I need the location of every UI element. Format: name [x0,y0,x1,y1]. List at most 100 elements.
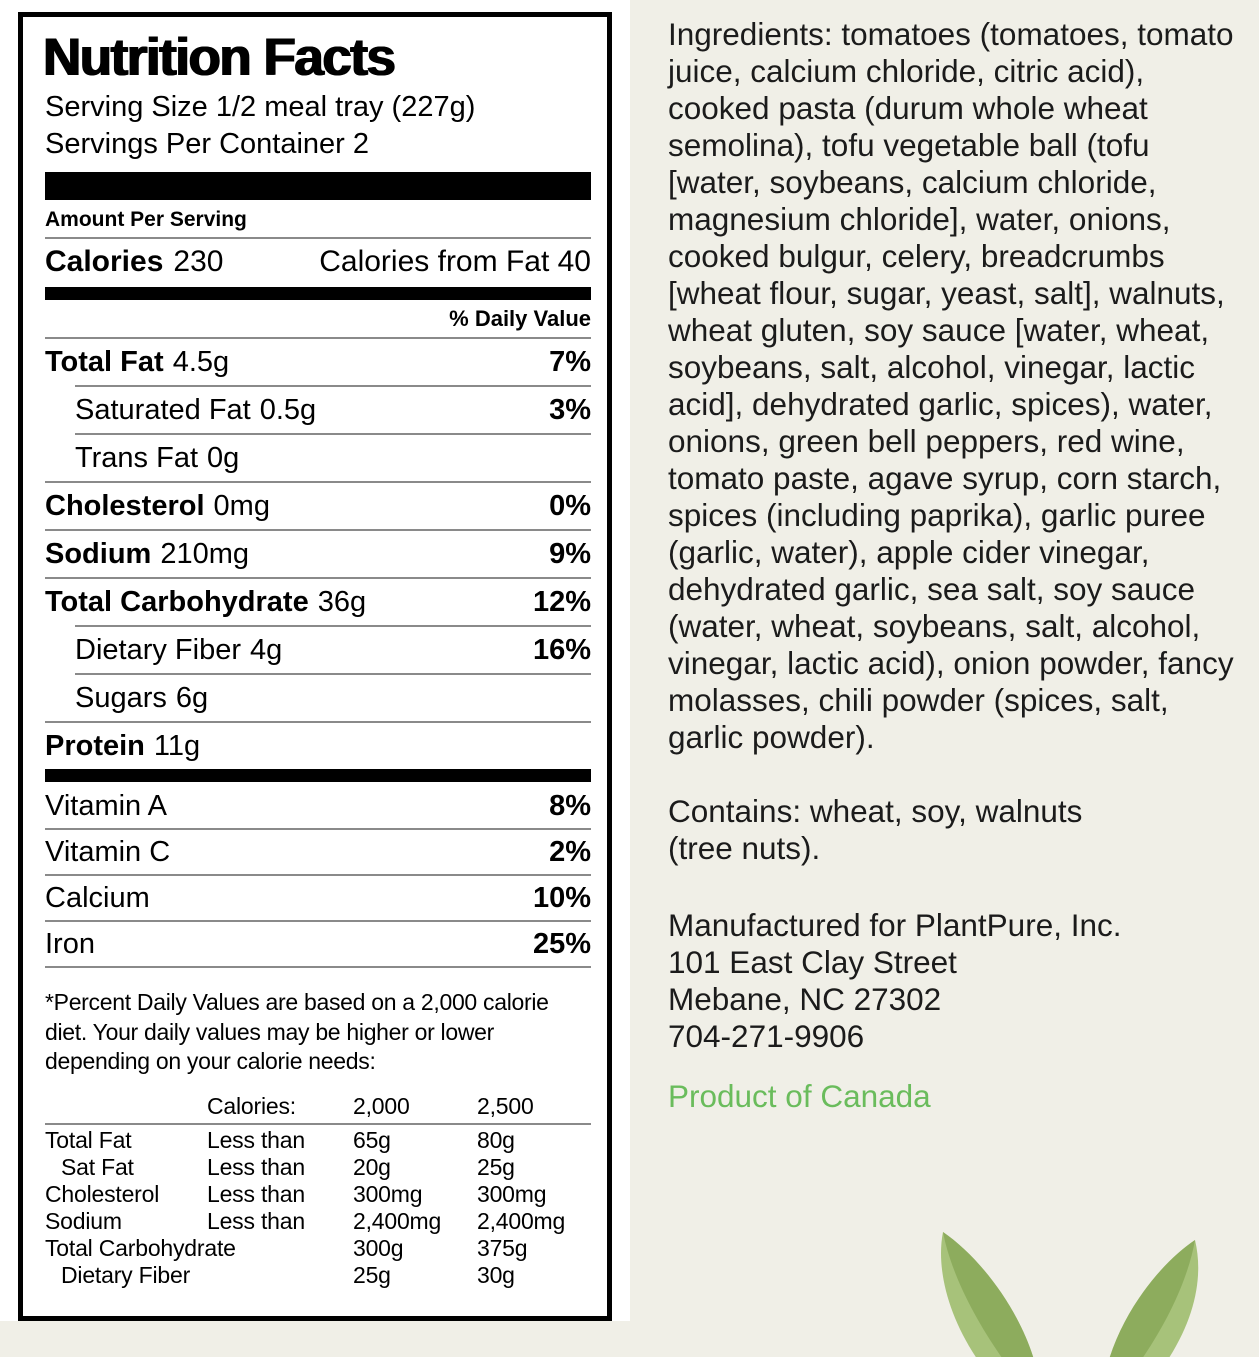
thick-divider [45,172,591,200]
calories-row: Calories 230 Calories from Fat 40 [45,239,591,287]
side-panel: Ingredients: tomatoes (tomatoes, tomato … [668,16,1248,1115]
calories-from-fat: Calories from Fat 40 [319,245,591,278]
servings-per-container: Servings Per Container 2 [45,128,369,160]
label-title: Nutrition Facts [43,28,396,87]
dv-table-cell: Sat Fat [61,1153,134,1180]
dv-table-cell: 25g [353,1261,391,1288]
manufacturer-line: Manufactured for PlantPure, Inc. [668,907,1122,943]
origin-text: Product of Canada [668,1078,931,1114]
nutrient-amount: 210mg [160,538,250,570]
dv-table-cell: 80g [477,1126,515,1153]
medium-divider [45,287,591,300]
dv-table-cell: Less than [207,1180,305,1207]
dv-table-cell: Cholesterol [45,1180,160,1207]
dv-table-cell: Total Fat [45,1126,132,1153]
dv-table-cell [207,1262,353,1289]
nutrient-dv: 12% [532,586,591,618]
dv-table-cell: 20g [353,1153,391,1180]
daily-values-table: Calories: 2,000 2,500 Total Fat Less tha… [45,1093,591,1289]
dv-table-cell: Less than [207,1126,305,1153]
nutrient-name: Trans Fat [75,442,199,474]
nutrient-name: Sodium [45,538,152,570]
nutrient-amount: 0mg [213,490,270,522]
nutrient-row-sodium: Sodium 210mg 9% [45,529,591,577]
dv-table-cell: Sodium [45,1207,122,1234]
nutrient-amount: 4.5g [172,346,230,378]
dv-table-header-2000: 2,000 [353,1093,477,1125]
vitamin-row-vitamin-a: Vitamin A 8% [45,784,591,828]
nutrient-amount: 0.5g [259,394,317,426]
serving-size: Serving Size 1/2 meal tray (227g) [45,91,476,123]
leaf-right-shade [1109,1240,1195,1357]
vitamin-name: Calcium [45,882,150,914]
nutrient-dv: 3% [549,394,591,426]
daily-values-footnote: *Percent Daily Values are based on a 2,0… [45,989,549,1074]
vitamin-name: Vitamin A [45,790,167,822]
dv-table-cell: 375g [477,1234,528,1261]
medium-divider [45,769,591,782]
nutrient-row-total-fat: Total Fat 4.5g 7% [45,337,591,385]
dv-table-header-calories: Calories: [207,1093,353,1125]
nutrient-name: Total Carbohydrate [45,586,309,618]
contains-line: Contains: wheat, soy, walnuts [668,793,1083,829]
dv-table-cell: 300mg [353,1180,423,1207]
calories-value: 230 [173,245,224,278]
nutrient-dv: 9% [549,538,591,570]
dv-table-cell [207,1235,353,1262]
nutrient-amount: 36g [317,586,367,618]
calories-left: Calories 230 [45,244,223,280]
dv-table-cell: Less than [207,1153,305,1180]
nutrient-dv: 7% [549,346,591,378]
dv-table-cell [45,1093,207,1125]
dv-table-cell: 65g [353,1126,391,1153]
manufacturer-line: 101 East Clay Street [668,944,957,980]
manufacturer-info: Manufactured for PlantPure, Inc. 101 Eas… [668,907,1248,1055]
nutrient-row-saturated-fat: Saturated Fat 0.5g 3% [75,385,591,433]
nutrient-row-protein: Protein 11g [45,721,591,769]
nutrient-name: Dietary Fiber [75,634,241,666]
vitamin-name: Iron [45,928,95,960]
nutrient-row-dietary-fiber: Dietary Fiber 4g 16% [75,625,591,673]
dv-table-cell: 2,400mg [353,1207,442,1234]
nutrient-name: Saturated Fat [75,394,251,426]
leaf-left-shade [943,1232,1034,1357]
vitamin-row-iron: Iron 25% [45,920,591,968]
dv-table-cell: Dietary Fiber [61,1261,191,1288]
nutrient-name: Protein [45,730,145,762]
nutrient-amount: 6g [175,682,209,714]
nutrient-name: Sugars [75,682,167,714]
dv-table-cell: 300g [353,1234,404,1261]
dv-table-cell: 2,400mg [477,1207,566,1234]
dv-table-cell: 25g [477,1153,515,1180]
nutrient-amount: 11g [153,730,201,762]
contains-text: Contains: wheat, soy, walnuts (tree nuts… [668,793,1248,867]
contains-line: (tree nuts). [668,830,821,866]
manufacturer-line: 704-271-9906 [668,1018,865,1054]
dv-table-cell: 30g [477,1261,515,1288]
dv-table-cell: Total Carbohydrate [45,1234,236,1261]
nutrient-row-cholesterol: Cholesterol 0mg 0% [45,481,591,529]
sprout-leaves-icon [941,1232,1199,1357]
nutrient-name: Total Fat [45,346,164,378]
nutrient-dv: 0% [549,490,591,522]
daily-value-header: % Daily Value [449,306,591,331]
vitamin-row-vitamin-c: Vitamin C 2% [45,828,591,874]
nutrient-row-sugars: Sugars 6g [75,673,591,721]
vitamin-dv: 10% [532,882,591,914]
vitamin-dv: 8% [549,790,591,822]
dv-table-cell: Less than [207,1207,305,1234]
manufacturer-line: Mebane, NC 27302 [668,981,942,1017]
dv-table-header-2500: 2,500 [477,1093,591,1125]
nutrient-name: Cholesterol [45,490,205,522]
nutrient-row-trans-fat: Trans Fat 0g [75,433,591,481]
nutrient-amount: 4g [250,634,283,666]
ingredients-text: Ingredients: tomatoes (tomatoes, tomato … [668,16,1234,755]
nutrition-facts-label: Nutrition Facts Serving Size 1/2 meal tr… [18,12,612,1321]
vitamin-name: Vitamin C [45,836,171,868]
vitamin-dv: 2% [549,836,591,868]
calories-label: Calories [45,245,164,278]
nutrient-dv: 16% [532,634,591,666]
nutrient-amount: 0g [207,442,240,474]
vitamin-dv: 25% [532,928,591,960]
